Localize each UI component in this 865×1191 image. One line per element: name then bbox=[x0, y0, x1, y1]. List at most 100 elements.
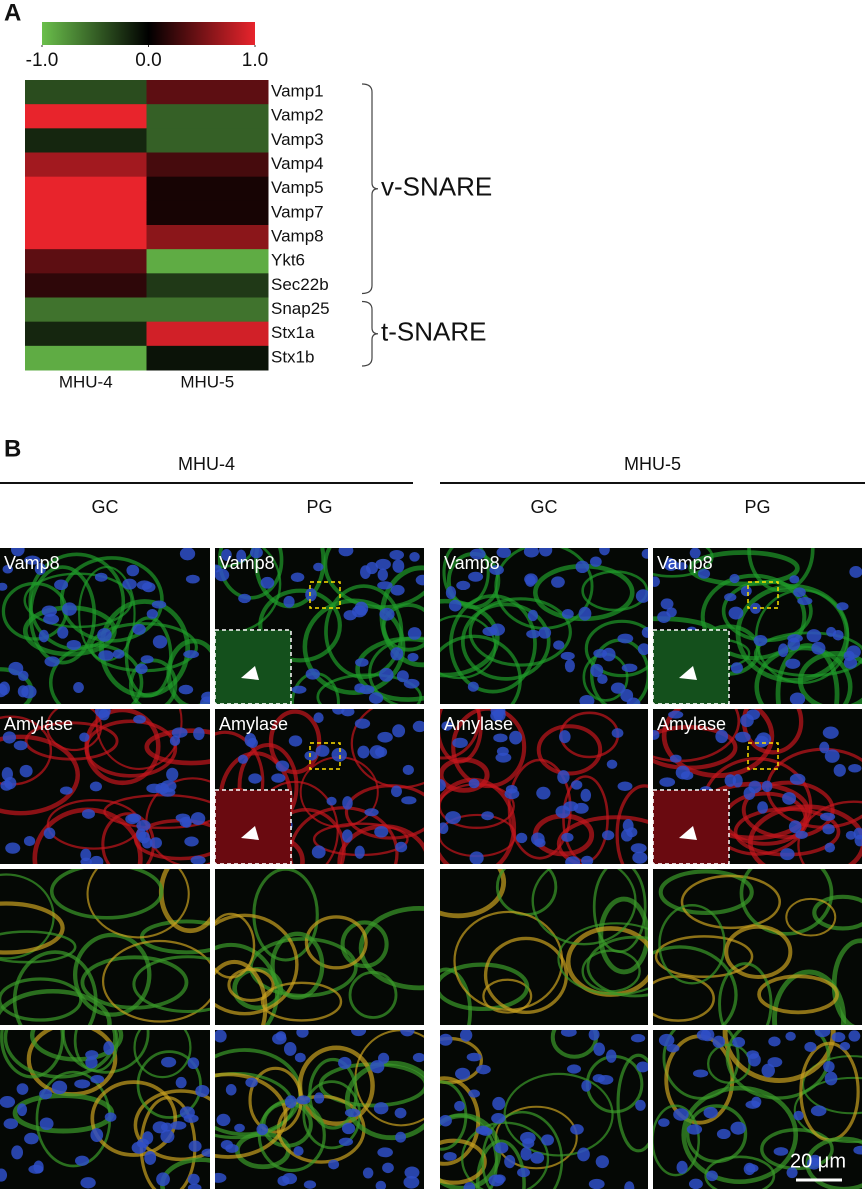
micrograph-content bbox=[653, 548, 862, 704]
nucleus bbox=[256, 1123, 269, 1136]
nucleus bbox=[407, 652, 419, 662]
nucleus bbox=[338, 548, 354, 557]
structure bbox=[704, 1155, 776, 1189]
nucleus bbox=[354, 845, 365, 859]
structure bbox=[680, 874, 782, 930]
nucleus bbox=[696, 1030, 711, 1041]
nucleus bbox=[132, 623, 146, 635]
nucleus bbox=[530, 1151, 545, 1164]
nucleus bbox=[566, 1064, 582, 1074]
nucleus bbox=[245, 1077, 258, 1088]
structure bbox=[718, 962, 773, 1025]
nucleus bbox=[601, 830, 615, 841]
nucleus bbox=[296, 1030, 309, 1038]
nucleus bbox=[653, 576, 660, 587]
nucleus bbox=[16, 1083, 29, 1095]
heatmap-cell bbox=[25, 80, 147, 105]
nucleus bbox=[34, 562, 46, 575]
nucleus bbox=[635, 589, 648, 603]
nucleus bbox=[824, 749, 840, 763]
micrograph: Vamp8 bbox=[0, 548, 210, 704]
structure bbox=[133, 1030, 192, 1079]
nucleus bbox=[553, 640, 565, 650]
structure bbox=[133, 1089, 210, 1162]
nucleus bbox=[17, 1103, 28, 1117]
nucleus bbox=[517, 1167, 530, 1178]
structure bbox=[440, 709, 483, 764]
region-label: GC bbox=[531, 497, 558, 517]
nucleus bbox=[338, 1137, 354, 1146]
nucleus bbox=[673, 1108, 689, 1121]
group-bracket bbox=[361, 83, 379, 295]
region-label: PG bbox=[306, 497, 332, 517]
nucleus bbox=[368, 692, 384, 704]
inset bbox=[214, 789, 292, 865]
nucleus bbox=[617, 633, 634, 644]
nucleus bbox=[538, 626, 552, 639]
nucleus bbox=[395, 841, 408, 853]
nucleus bbox=[149, 837, 163, 849]
nucleus bbox=[362, 1167, 374, 1179]
nucleus bbox=[680, 771, 694, 780]
nucleus bbox=[141, 837, 153, 849]
micrograph-content bbox=[215, 869, 424, 1025]
nucleus bbox=[715, 729, 729, 744]
nucleus bbox=[97, 628, 112, 642]
nucleus bbox=[389, 549, 405, 560]
structure bbox=[440, 1080, 468, 1151]
nucleus bbox=[593, 1042, 605, 1056]
nucleus bbox=[146, 609, 158, 619]
nucleus bbox=[843, 657, 858, 669]
nucleus bbox=[469, 851, 484, 864]
arrowhead bbox=[241, 666, 259, 680]
nucleus bbox=[85, 1056, 98, 1069]
nucleus bbox=[190, 812, 206, 826]
nucleus bbox=[122, 578, 137, 590]
nucleus bbox=[630, 843, 647, 854]
nucleus bbox=[735, 731, 751, 743]
heatmap-cell bbox=[25, 128, 147, 153]
nucleus bbox=[440, 1115, 452, 1127]
nucleus bbox=[590, 663, 604, 678]
structure bbox=[700, 573, 807, 661]
nucleus bbox=[692, 1069, 709, 1078]
nucleus bbox=[136, 580, 153, 590]
nucleus bbox=[283, 1041, 297, 1056]
nucleus bbox=[804, 1041, 817, 1052]
structure bbox=[812, 894, 862, 931]
heatmap-cell bbox=[25, 225, 147, 250]
nucleus bbox=[440, 779, 446, 792]
heatmap-cell bbox=[146, 104, 269, 129]
arrowhead bbox=[679, 666, 697, 680]
structure bbox=[556, 815, 648, 864]
nucleus bbox=[560, 1030, 577, 1037]
structure bbox=[503, 1072, 614, 1157]
arrowhead bbox=[679, 826, 697, 840]
structure bbox=[227, 967, 275, 1002]
heatmap-cell bbox=[25, 297, 147, 323]
nucleus bbox=[248, 773, 262, 784]
structure bbox=[0, 977, 83, 1022]
nucleus bbox=[522, 1138, 535, 1149]
nucleus bbox=[806, 629, 822, 643]
nucleus bbox=[178, 684, 194, 695]
nucleus bbox=[730, 662, 743, 674]
nucleus bbox=[688, 1178, 703, 1189]
nucleus bbox=[313, 1092, 325, 1104]
colorbar-tick-label: 0.0 bbox=[135, 50, 161, 71]
heatmap-cell bbox=[146, 345, 269, 371]
nucleus bbox=[745, 1164, 759, 1173]
structure bbox=[48, 643, 144, 704]
nucleus bbox=[595, 1155, 609, 1169]
structure bbox=[316, 673, 423, 704]
nucleus bbox=[342, 796, 353, 810]
structure bbox=[49, 869, 164, 920]
structure bbox=[482, 978, 533, 1014]
nucleus bbox=[146, 783, 163, 794]
nucleus bbox=[686, 1124, 703, 1135]
nucleus bbox=[455, 1067, 471, 1080]
micrograph: Amylase bbox=[0, 709, 210, 864]
micrograph-content bbox=[653, 1030, 862, 1189]
nucleus bbox=[730, 1121, 746, 1135]
nucleus bbox=[140, 655, 154, 664]
